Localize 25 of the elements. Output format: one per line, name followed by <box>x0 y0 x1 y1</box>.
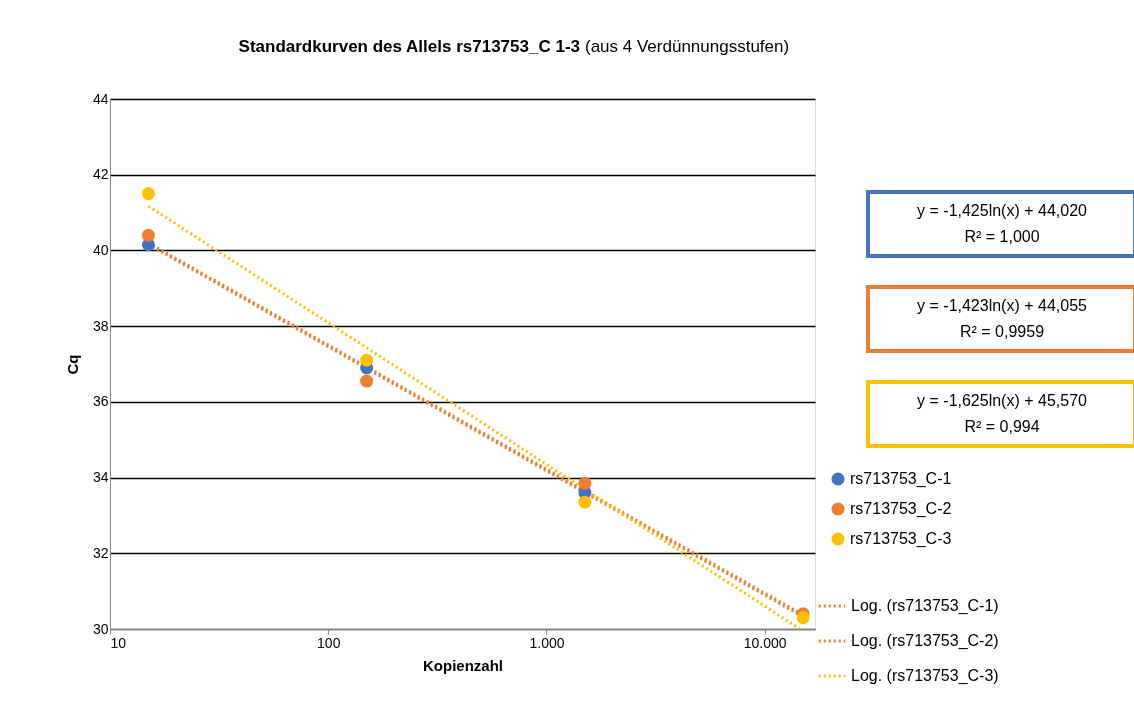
x-tick-label: 10.000 <box>743 634 787 651</box>
chart-subtitle: (aus 4 Verdünnungsstufen) <box>585 37 790 56</box>
y-tick-label: 36 <box>92 393 109 410</box>
legend-label: Log. (rs713753_C-3) <box>851 667 999 685</box>
legend-label: rs713753_C-1 <box>850 470 952 488</box>
y-axis-title: Cq <box>63 354 81 375</box>
y-tick-label: 40 <box>92 241 109 258</box>
legend-label: rs713753_C-3 <box>850 530 952 548</box>
y-tick-label: 30 <box>92 620 109 637</box>
y-tick-label: 42 <box>92 166 109 183</box>
x-tick-label: 1.000 <box>529 634 565 651</box>
y-tick-label: 34 <box>92 469 109 486</box>
x-tick-label: 100 <box>317 634 341 651</box>
text: y = -1,425ln(x) + 44,020 R² = 1,000 <box>917 202 1088 245</box>
legend-label: Log. (rs713753_C-2) <box>851 632 999 650</box>
text: y = -1,423ln(x) + 44,055 R² = 0,9959 <box>917 297 1088 340</box>
legend-label: Log. (rs713753_C-1) <box>851 597 999 615</box>
legend-label: rs713753_C-2 <box>850 500 952 518</box>
y-tick-label: 32 <box>92 544 109 561</box>
text: y = -1,625ln(x) + 45,570 R² = 0,994 <box>917 392 1088 435</box>
y-tick-label: 38 <box>92 317 109 334</box>
chart-title: Standardkurven des Allels rs713753_C 1-3 <box>238 37 580 56</box>
y-tick-label: 44 <box>92 90 109 107</box>
x-tick-label: 10 <box>110 634 127 651</box>
x-axis-title: Kopienzahl <box>422 656 504 674</box>
